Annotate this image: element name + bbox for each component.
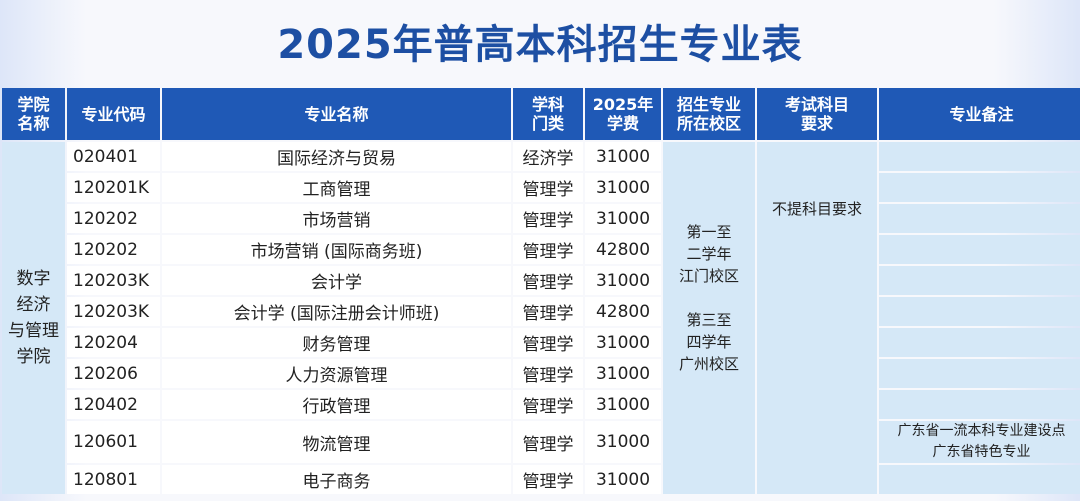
major-name: 市场营销 — [162, 204, 511, 233]
major-note — [879, 142, 1080, 171]
major-code: 120203K — [67, 297, 160, 326]
major-name: 物流管理 — [162, 421, 511, 463]
header-note: 专业备注 — [879, 88, 1080, 140]
major-name: 人力资源管理 — [162, 359, 511, 388]
note-line: 广东省特色专业 — [932, 444, 1031, 460]
major-code: 120402 — [67, 390, 160, 419]
table-row: 120202 市场营销 管理学 31000 — [2, 204, 1080, 233]
page-title: 2025年普高本科招生专业表 — [277, 22, 803, 68]
table-row: 120206 人力资源管理 管理学 31000 — [2, 359, 1080, 388]
major-fee: 31000 — [585, 266, 661, 295]
major-code: 120201K — [67, 173, 160, 202]
major-code: 120801 — [67, 465, 160, 494]
major-code: 120601 — [67, 421, 160, 463]
major-name: 国际经济与贸易 — [162, 142, 511, 171]
table-row: 120601 物流管理 管理学 31000 广东省一流本科专业建设点 广东省特色专… — [2, 421, 1080, 463]
major-category: 经济学 — [513, 142, 583, 171]
major-note — [879, 235, 1080, 264]
major-category: 管理学 — [513, 421, 583, 463]
major-code: 120202 — [67, 204, 160, 233]
major-code: 120202 — [67, 235, 160, 264]
table-row: 120202 市场营销 (国际商务班) 管理学 42800 — [2, 235, 1080, 264]
header-category: 学科 门类 — [513, 88, 583, 140]
major-code: 120206 — [67, 359, 160, 388]
major-category: 管理学 — [513, 297, 583, 326]
table-row: 120203K 会计学 (国际注册会计师班) 管理学 42800 — [2, 297, 1080, 326]
major-note — [879, 297, 1080, 326]
major-fee: 42800 — [585, 297, 661, 326]
header-requirement: 考试科目 要求 — [757, 88, 877, 140]
major-category: 管理学 — [513, 390, 583, 419]
table-row: 120402 行政管理 管理学 31000 — [2, 390, 1080, 419]
major-category: 管理学 — [513, 235, 583, 264]
header-campus: 招生专业 所在校区 — [663, 88, 755, 140]
major-category: 管理学 — [513, 173, 583, 202]
table-row: 120203K 会计学 管理学 31000 — [2, 266, 1080, 295]
major-fee: 31000 — [585, 173, 661, 202]
header-code: 专业代码 — [67, 88, 160, 140]
major-code: 120203K — [67, 266, 160, 295]
major-category: 管理学 — [513, 465, 583, 494]
major-note — [879, 266, 1080, 295]
major-name: 会计学 — [162, 266, 511, 295]
table-row: 120204 财务管理 管理学 31000 — [2, 328, 1080, 357]
major-note — [879, 359, 1080, 388]
major-fee: 42800 — [585, 235, 661, 264]
table-header-row: 学院 名称 专业代码 专业名称 学科 门类 2025年 学费 招生专业 所在校区 考试科… — [2, 88, 1080, 140]
requirement-cell: 不提科目要求 — [757, 142, 877, 494]
majors-table: 学院 名称 专业代码 专业名称 学科 门类 2025年 学费 招生专业 所在校区 考试科… — [0, 86, 1080, 496]
major-note — [879, 465, 1080, 494]
major-note — [879, 328, 1080, 357]
table-row: 120801 电子商务 管理学 31000 — [2, 465, 1080, 494]
major-fee: 31000 — [585, 359, 661, 388]
header-fee: 2025年 学费 — [585, 88, 661, 140]
header-name: 专业名称 — [162, 88, 511, 140]
major-code: 020401 — [67, 142, 160, 171]
major-fee: 31000 — [585, 142, 661, 171]
major-code: 120204 — [67, 328, 160, 357]
major-name: 市场营销 (国际商务班) — [162, 235, 511, 264]
major-name: 工商管理 — [162, 173, 511, 202]
major-fee: 31000 — [585, 390, 661, 419]
note-line: 广东省一流本科专业建设点 — [897, 423, 1066, 439]
major-note — [879, 204, 1080, 233]
major-note — [879, 173, 1080, 202]
table-row: 120201K 工商管理 管理学 31000 — [2, 173, 1080, 202]
major-note — [879, 390, 1080, 419]
major-note: 广东省一流本科专业建设点 广东省特色专业 — [879, 421, 1080, 463]
major-category: 管理学 — [513, 204, 583, 233]
major-fee: 31000 — [585, 421, 661, 463]
major-name: 电子商务 — [162, 465, 511, 494]
major-category: 管理学 — [513, 328, 583, 357]
college-cell: 数字 经济 与管理 学院 — [2, 142, 65, 494]
campus-cell: 第一至 二学年 江门校区 第三至 四学年 广州校区 — [663, 142, 755, 494]
major-name: 会计学 (国际注册会计师班) — [162, 297, 511, 326]
major-category: 管理学 — [513, 359, 583, 388]
major-name: 行政管理 — [162, 390, 511, 419]
major-fee: 31000 — [585, 465, 661, 494]
major-fee: 31000 — [585, 328, 661, 357]
table-row: 数字 经济 与管理 学院 020401 国际经济与贸易 经济学 31000 第一至 二学… — [2, 142, 1080, 494]
major-fee: 31000 — [585, 204, 661, 233]
major-name: 财务管理 — [162, 328, 511, 357]
header-college: 学院 名称 — [2, 88, 65, 140]
major-category: 管理学 — [513, 266, 583, 295]
